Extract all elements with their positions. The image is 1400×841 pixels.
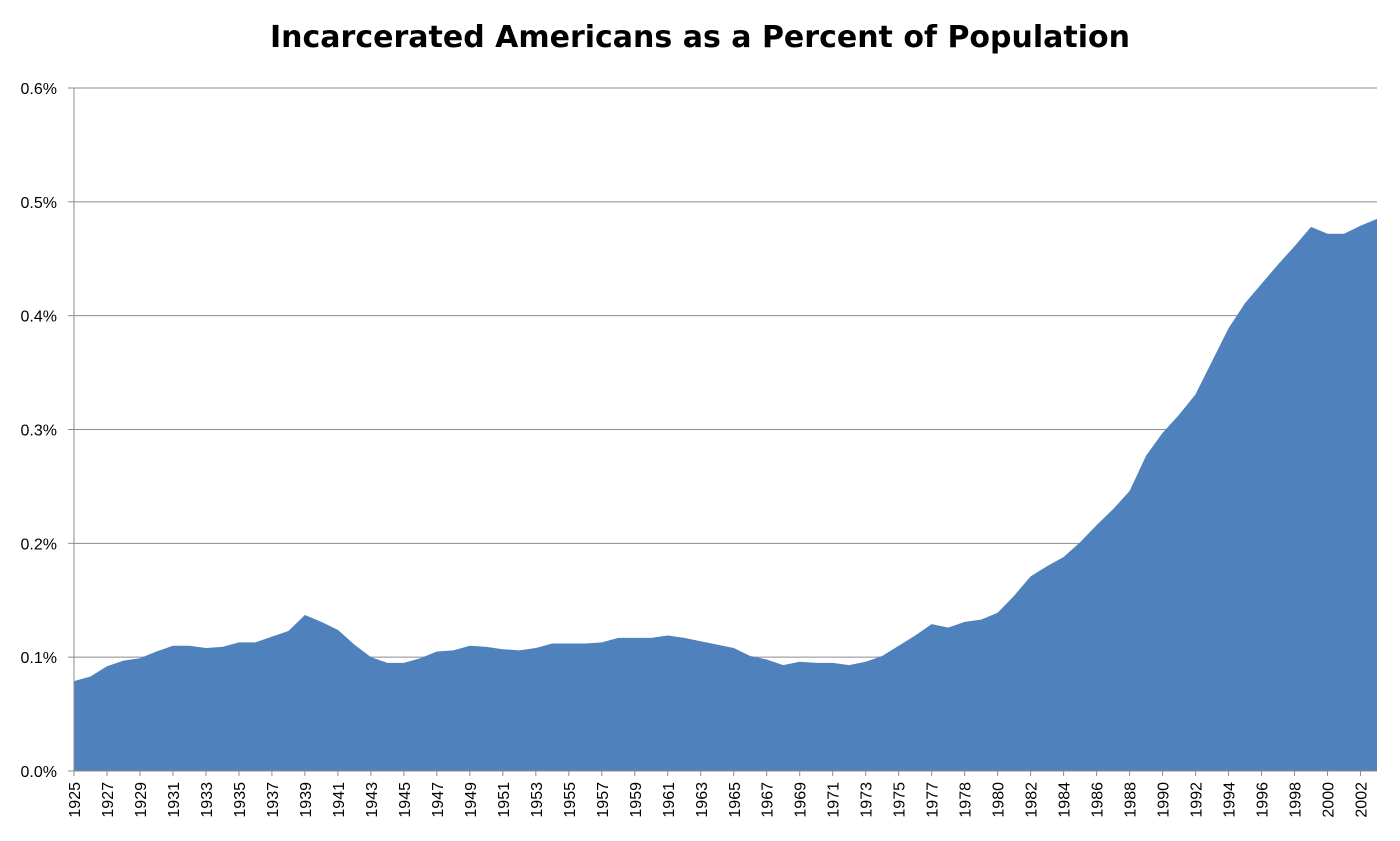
x-tick-label: 1953 <box>529 782 546 818</box>
y-tick-label: 0.0% <box>21 764 57 781</box>
x-axis-tick-labels: 1925 1927 1929 1931 1933 1935 1937 1939 1941 1943… <box>67 782 1371 818</box>
y-tick-label: 0.6% <box>21 81 57 98</box>
x-tick-label: 1925 <box>67 782 84 818</box>
x-tick-label: 1988 <box>1123 782 1140 818</box>
x-tick-label: 1994 <box>1222 782 1239 818</box>
x-tick-label: 1975 <box>892 782 909 818</box>
y-tick-label: 0.5% <box>21 195 57 212</box>
x-tick-label: 1933 <box>199 782 216 818</box>
x-tick-label: 1945 <box>397 782 414 818</box>
x-tick-label: 1961 <box>661 782 678 818</box>
x-tick-label: 1982 <box>1024 782 1041 818</box>
x-tick-label: 1967 <box>760 782 777 818</box>
x-tick-label: 1969 <box>793 782 810 818</box>
axes <box>73 88 1377 776</box>
x-tick-label: 1955 <box>562 782 579 818</box>
y-tick-label: 0.2% <box>21 536 57 553</box>
x-tick-label: 1984 <box>1057 782 1074 818</box>
x-tick-label: 1929 <box>133 782 150 818</box>
series-area <box>74 218 1377 771</box>
x-tick-label: 1973 <box>859 782 876 818</box>
x-tick-label: 1949 <box>463 782 480 818</box>
x-tick-label: 1965 <box>727 782 744 818</box>
x-tick-label: 1990 <box>1156 782 1173 818</box>
x-tick-label: 1963 <box>694 782 711 818</box>
x-tick-label: 1959 <box>628 782 645 818</box>
chart-title: Incarcerated Americans as a Percent of P… <box>270 20 1130 55</box>
x-tick-label: 1992 <box>1189 782 1206 818</box>
x-tick-label: 1980 <box>991 782 1008 818</box>
y-axis-tick-labels: 0.0% 0.1% 0.2% 0.3% 0.4% 0.5% 0.6% <box>21 81 57 781</box>
x-tick-label: 1927 <box>100 782 117 818</box>
x-tick-label: 1986 <box>1090 782 1107 818</box>
x-tick-label: 1943 <box>364 782 381 818</box>
x-tick-label: 1971 <box>826 782 843 818</box>
x-tick-label: 1977 <box>925 782 942 818</box>
x-tick-label: 1996 <box>1255 782 1272 818</box>
x-tick-label: 1935 <box>232 782 249 818</box>
x-tick-label: 2000 <box>1321 782 1338 818</box>
x-tick-label: 1939 <box>298 782 315 818</box>
y-tick-label: 0.1% <box>21 650 57 667</box>
x-tick-label: 1957 <box>595 782 612 818</box>
y-tick-label: 0.4% <box>21 309 57 326</box>
area-series <box>74 218 1377 771</box>
x-tick-label: 1998 <box>1288 782 1305 818</box>
x-tick-label: 2002 <box>1354 782 1371 818</box>
x-tick-label: 1941 <box>331 782 348 818</box>
y-tick-label: 0.3% <box>21 423 57 440</box>
x-tick-label: 1951 <box>496 782 513 818</box>
x-tick-label: 1947 <box>430 782 447 818</box>
x-tick-label: 1978 <box>958 782 975 818</box>
x-tick-label: 1937 <box>265 782 282 818</box>
x-tick-label: 1931 <box>166 782 183 818</box>
